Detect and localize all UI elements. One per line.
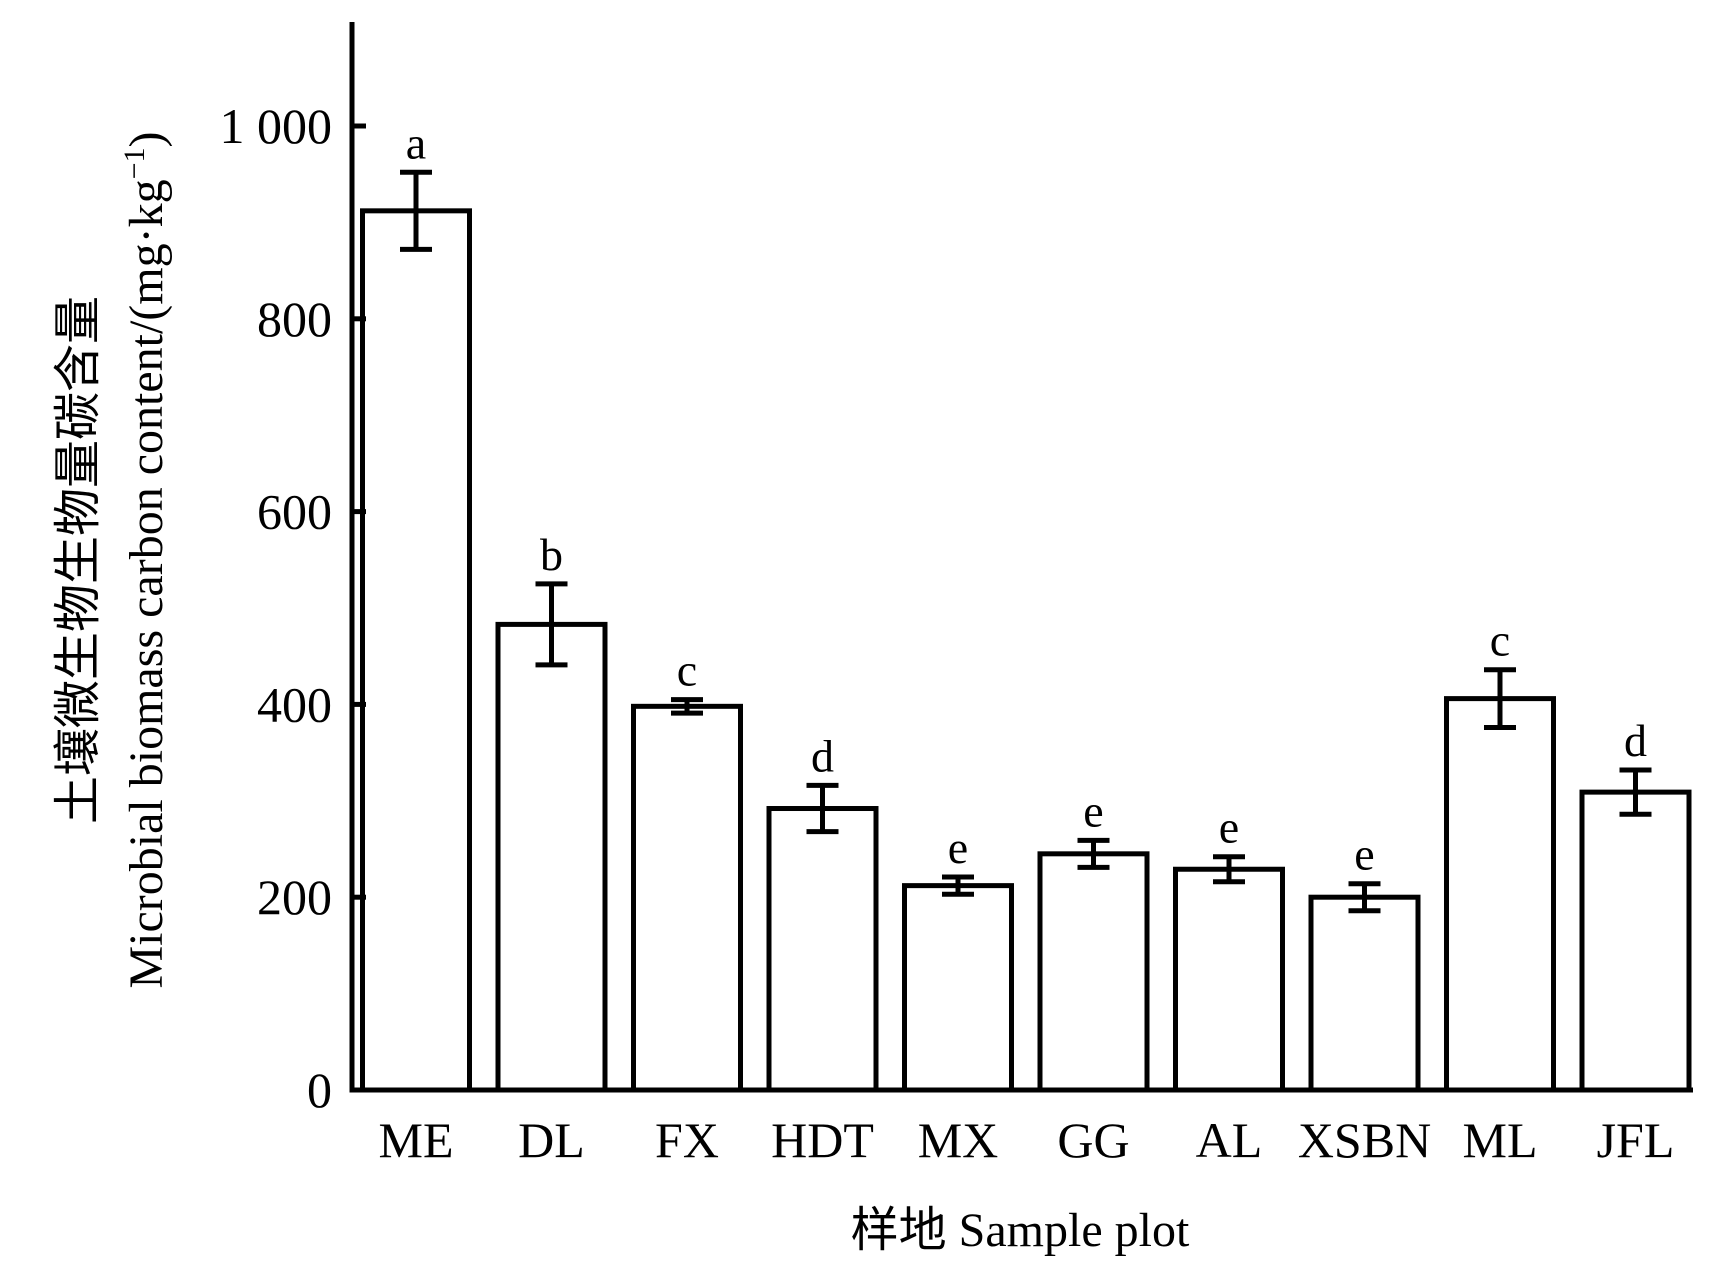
x-tick-label-gg: GG [1057,1112,1129,1168]
y-tick-label-0: 0 [307,1062,332,1118]
significance-label-al: e [1219,802,1239,853]
bar-me [360,208,472,1093]
error-bar-xsbn [1348,881,1381,914]
bar-jfl [1579,789,1692,1093]
y-axis-title-end: ) [120,131,173,147]
significance-label-jfl: d [1624,715,1647,766]
y-axis-title-chinese: 土壤微生物生物量碳含量 [52,296,105,824]
error-bar-hdt [806,782,839,835]
significance-label-me: a [406,117,426,168]
bar-ml [1444,696,1556,1093]
y-tick-label-600: 600 [257,484,332,540]
x-tick-label-dl: DL [518,1112,585,1168]
y-tick-label-200: 200 [257,869,332,925]
x-axis-title: 样地 Sample plot [851,1204,1190,1257]
error-bar-dl [535,581,568,668]
x-tick-label-jfl: JFL [1597,1112,1675,1168]
y-axis-title-english: Microbial biomass carbon content/(mg·kg−… [118,131,173,988]
error-bar-fx [671,697,703,716]
bar-al [1173,866,1285,1093]
bar-dl [495,621,608,1093]
y-axis-title-superscript: −1 [118,147,151,179]
significance-label-hdt: d [811,730,834,781]
error-bar-jfl [1619,767,1652,817]
bar-hdt [766,806,879,1093]
bar-fx [631,703,743,1093]
significance-label-gg: e [1083,785,1103,836]
x-tick-label-ml: ML [1463,1112,1538,1168]
error-bar-mx [942,874,974,897]
x-tick-label-hdt: HDT [771,1112,874,1168]
y-tick-label-400: 400 [257,676,332,732]
bar-gg [1037,851,1150,1093]
x-tick-labels-layer: ME DL FX HDT MX GG AL XSBN ML JFL [379,1112,1675,1168]
error-bar-gg [1077,837,1110,870]
x-tick-label-al: AL [1196,1112,1263,1168]
significance-label-mx: e [948,822,968,873]
x-tick-label-mx: MX [918,1112,999,1168]
error-bar-me [400,169,432,252]
x-tick-label-me: ME [379,1112,454,1168]
error-bar-al [1213,854,1245,885]
bar-mx [902,883,1014,1093]
significance-labels-layer: a b c d e e e e c d [406,117,1647,879]
y-ticks-layer: 0 200 400 600 800 1 000 [220,98,366,1118]
significance-label-fx: c [677,645,697,696]
significance-label-xsbn: e [1354,829,1374,880]
significance-label-ml: c [1490,615,1510,666]
x-tick-label-xsbn: XSBN [1298,1112,1431,1168]
y-tick-label-800: 800 [257,291,332,347]
significance-label-dl: b [540,529,563,580]
error-bar-ml [1484,667,1516,731]
y-axis-title-main: Microbial biomass carbon content/(mg·kg [120,179,173,988]
error-bars-layer [400,169,1652,914]
y-tick-label-1000: 1 000 [220,98,333,154]
x-tick-label-fx: FX [655,1112,719,1168]
bar-xsbn [1308,894,1421,1093]
